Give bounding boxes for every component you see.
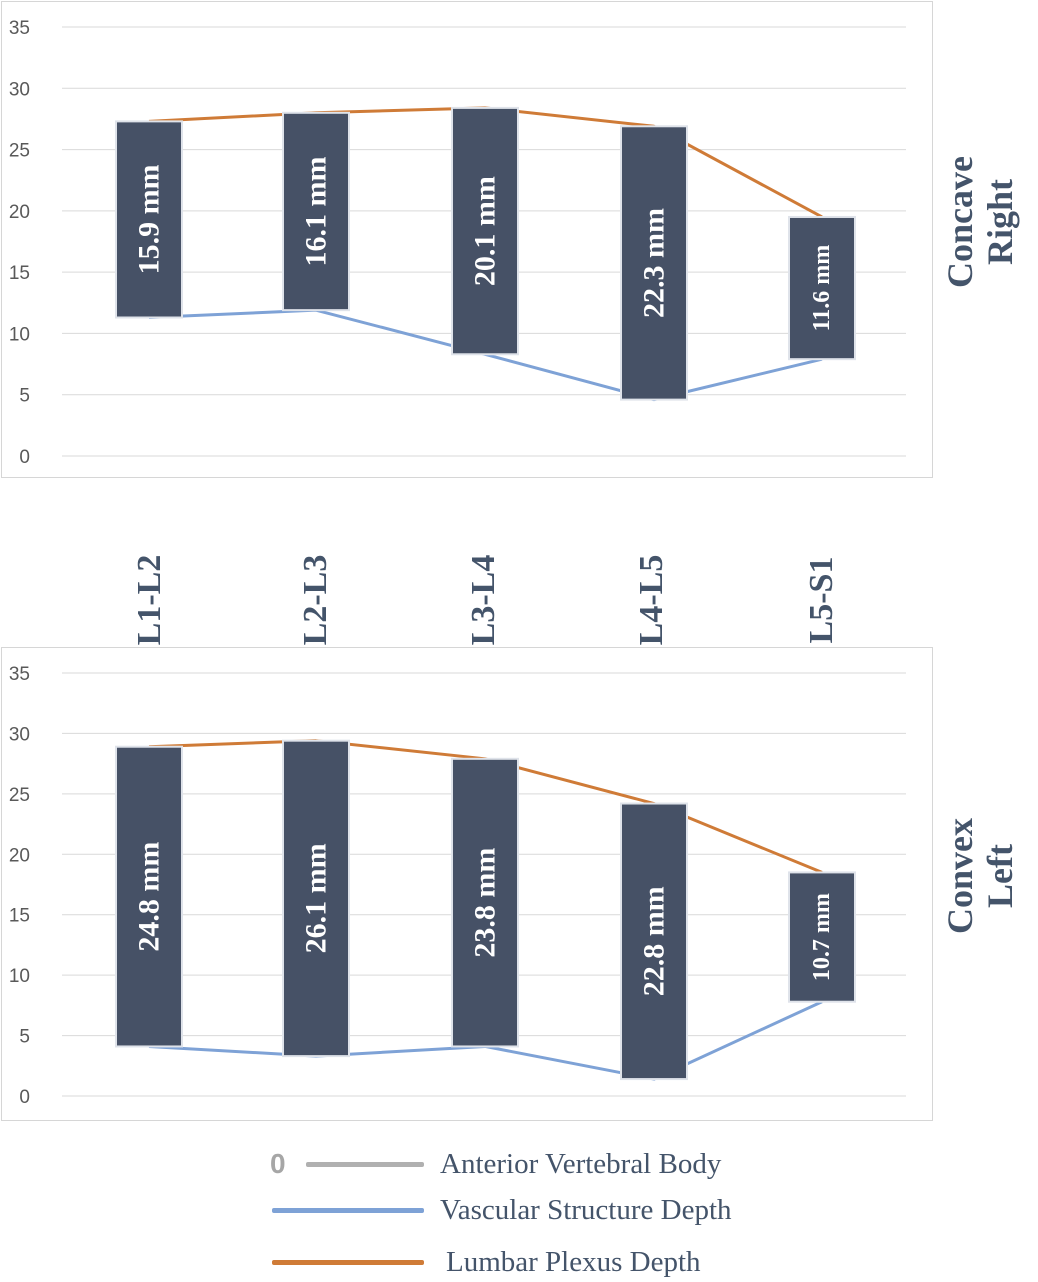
bar-data-label: 24.8 mm [133, 842, 166, 952]
bar-data-label: 20.1 mm [469, 176, 502, 286]
y-tick-label: 10 [9, 324, 30, 345]
legend-item-vascular: Vascular Structure Depth [270, 1190, 750, 1230]
bar-gap [620, 125, 688, 401]
legend-label-anterior: Anterior Vertebral Body [440, 1148, 722, 1180]
legend-line-plexus [272, 1260, 424, 1265]
legend-item-plexus: Lumbar Plexus Depth [270, 1242, 750, 1282]
y-tick-label: 0 [19, 1087, 30, 1108]
chart-panel-concave-right: 0 5 10 15 20 25 30 35 15.9 mm 16.1 mm 20.1 mm 22.3 … [1, 1, 933, 478]
legend-line-vascular [272, 1208, 424, 1213]
y-tick-label: 35 [9, 18, 30, 39]
y-tick-label: 20 [9, 202, 30, 223]
bar-gap [788, 215, 856, 361]
chart-plot-concave-right: 0 5 10 15 20 25 30 35 15.9 mm 16.1 mm 20.1 mm 22.3 … [9, 18, 906, 468]
panel-title-line-2: Left [980, 844, 1020, 908]
bar-data-label: 23.8 mm [469, 848, 502, 958]
y-tick-label: 0 [19, 447, 30, 468]
y-tick-label: 30 [9, 79, 30, 100]
panel-title-convex-left: Convex Left [940, 766, 1038, 986]
y-tick-label: 25 [9, 785, 30, 806]
legend-zero-marker: 0 [270, 1148, 286, 1179]
y-tick-label: 15 [9, 263, 30, 284]
legend-label-plexus: Lumbar Plexus Depth [446, 1246, 701, 1278]
chart-plot-convex-left: 0 5 10 15 20 25 30 35 24.8 mm 26.1 mm 23.8 mm 22.8 … [9, 664, 906, 1108]
legend-item-anterior: 0 Anterior Vertebral Body [270, 1144, 750, 1184]
y-tick-label: 25 [9, 141, 30, 162]
bar-data-label: 10.7 mm [809, 893, 835, 981]
panel-title-line-1: Concave [940, 156, 980, 288]
y-tick-label: 10 [9, 966, 30, 987]
panel-title-line-2: Right [980, 179, 1020, 266]
y-tick-label: 5 [19, 1027, 30, 1048]
bar-gap [451, 757, 519, 1048]
bar-data-label: 22.3 mm [638, 208, 671, 318]
y-tick-label: 15 [9, 906, 30, 927]
panel-title-line-1: Convex [940, 818, 980, 934]
bar-gap [115, 120, 183, 319]
chart-panel-convex-left: 0 5 10 15 20 25 30 35 24.8 mm 26.1 mm 23.8 mm 22.8 … [1, 647, 933, 1121]
y-tick-label: 35 [9, 664, 30, 685]
panel-title-concave-right: Concave Right [940, 112, 1038, 332]
y-tick-label: 20 [9, 845, 30, 866]
bar-gap [620, 802, 688, 1081]
bar-data-label: 15.9 mm [133, 164, 166, 274]
bar-data-label: 22.8 mm [638, 886, 671, 996]
legend-label-vascular: Vascular Structure Depth [440, 1194, 732, 1226]
bar-gap [788, 871, 856, 1003]
bar-gap [115, 745, 183, 1048]
bar-data-label: 16.1 mm [300, 156, 333, 266]
bar-data-label: 26.1 mm [300, 843, 333, 953]
bar-gap [282, 111, 350, 312]
bar-gap [451, 106, 519, 356]
y-tick-label: 30 [9, 724, 30, 745]
legend-line-anterior [306, 1162, 424, 1167]
bar-gap [282, 739, 350, 1058]
y-tick-label: 5 [19, 386, 30, 407]
bar-data-label: 11.6 mm [809, 245, 835, 332]
